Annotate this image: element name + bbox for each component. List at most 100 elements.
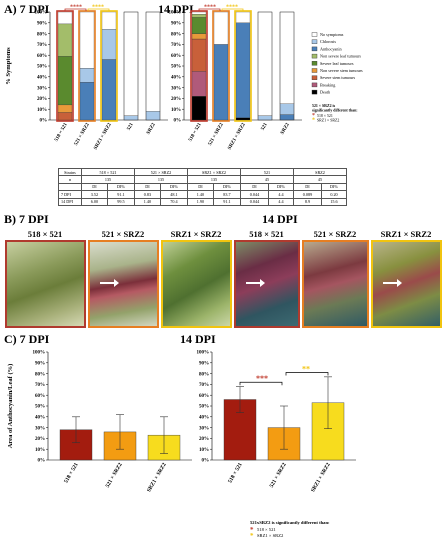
bar-segment xyxy=(101,29,117,60)
table-cell: DI xyxy=(81,182,108,192)
x-tick-label: 521 × SRZ2 xyxy=(269,462,288,489)
table-cell: 4.4 xyxy=(267,190,295,199)
table-cell: 135 xyxy=(81,175,135,184)
x-tick-label: 518 × 521 xyxy=(63,462,80,485)
y-tick-label: 80% xyxy=(35,372,45,377)
bar-outline xyxy=(257,11,273,121)
y-tick-label: 70% xyxy=(171,43,181,48)
x-tick-label: SRZ1 × SRZ2 xyxy=(227,122,246,151)
legend-label: 518 × 521 xyxy=(257,527,276,532)
significance-bracket xyxy=(64,8,87,11)
significance-stars: **** xyxy=(92,5,104,11)
table-cell: 0.044 xyxy=(240,190,269,199)
bar-segment xyxy=(191,71,207,97)
y-tick-label: 90% xyxy=(35,362,45,367)
arrow-icon xyxy=(100,279,119,287)
y-tick-label: 50% xyxy=(35,405,45,410)
plant-photo xyxy=(161,240,232,328)
table-cell: 135 xyxy=(134,175,188,184)
x-tick-label: SRZ1 × SRZ2 xyxy=(146,462,168,494)
legend-swatch xyxy=(311,75,318,80)
table-cell: 3.52 xyxy=(81,190,108,199)
legend-swatch xyxy=(311,32,318,37)
significance-bracket xyxy=(285,372,329,376)
panel-b-14dpi-title: 14 DPI xyxy=(262,212,298,226)
table-cell: 0.089 xyxy=(293,190,322,199)
table-cell: DI% xyxy=(267,182,295,192)
y-tick-label: 10% xyxy=(171,108,181,113)
bar-highlight-border xyxy=(212,10,230,122)
table-cell: 1.90 xyxy=(187,197,214,206)
bar-segment xyxy=(101,11,117,30)
legend-swatch xyxy=(311,39,318,44)
legend-sig-label: SRZ1 × SRZ2 xyxy=(317,118,339,122)
y-tick-label: 60% xyxy=(35,394,45,399)
plant-photo xyxy=(234,240,300,328)
y-tick-label: 50% xyxy=(199,405,209,410)
y-axis-title: % Symptoms xyxy=(5,47,12,85)
y-tick-label: 60% xyxy=(37,54,47,59)
y-tick-label: 50% xyxy=(37,65,47,70)
table-cell: 45 xyxy=(293,175,347,184)
y-tick-label: 40% xyxy=(199,416,209,421)
bar-segment xyxy=(191,33,207,40)
y-tick-label: 70% xyxy=(199,383,209,388)
legend-swatch xyxy=(311,82,318,88)
table-cell: 135 xyxy=(187,175,241,184)
bar-segment xyxy=(191,14,207,18)
table-cell: 521 xyxy=(240,167,294,177)
panel-a-14dpi-title: 14 DPI xyxy=(158,2,194,16)
table-row: 14 DPI 6.00 99.5 1.40 70.4 1.90 91.1 0.044 4.4 8.… xyxy=(58,197,348,206)
y-tick-label: 100% xyxy=(33,351,46,356)
bar-segment xyxy=(235,22,251,118)
panel-a-label: A) 7 DPI xyxy=(4,2,50,16)
legend-label: Breaking xyxy=(320,82,336,87)
table-cell: DI xyxy=(240,182,269,192)
significance-stars: *** xyxy=(256,374,268,383)
plant-photo xyxy=(371,240,442,328)
table-cell: DI% xyxy=(320,182,348,192)
bar-segment xyxy=(279,11,295,104)
table-cell: DI% xyxy=(212,182,242,192)
anthocyanin-bar-chart-7dpi: 0% 10% 20% 30% 40% 50% 60% 70% 80% 90% 100% Area of… xyxy=(7,351,192,494)
x-tick-label: 521 xyxy=(127,122,135,131)
plant-photo xyxy=(88,240,159,328)
stacked-bar-chart-7dpi: 0% 10% 20% 30% 40% 50% 60% 70% 80% 90% 100% % Sympt… xyxy=(5,5,168,151)
legend-swatch xyxy=(311,68,318,73)
y-tick-label: 40% xyxy=(171,76,181,81)
bar-segment xyxy=(257,11,273,116)
x-tick-label: 521 × SRZ2 xyxy=(105,462,124,489)
photo-title: 518 × 521 xyxy=(27,229,63,239)
y-tick-label: 90% xyxy=(199,362,209,367)
table-cell: 1.40 xyxy=(187,190,214,199)
table-cell: Strains xyxy=(58,167,82,177)
table-cell: DI xyxy=(187,182,214,192)
significance-stars: **** xyxy=(70,5,82,11)
photo-title: SRZ1 × SRZ2 xyxy=(170,229,222,239)
table-cell: 91.1 xyxy=(106,190,136,199)
table-cell: n xyxy=(58,175,82,184)
legend-label: Non severe stem tumours xyxy=(320,68,363,73)
bar-segment xyxy=(79,82,95,121)
arrow-icon xyxy=(246,279,265,287)
bar-segment xyxy=(235,117,251,121)
legend-label: Non severe leaf tumours xyxy=(320,54,361,59)
y-tick-label: 20% xyxy=(37,97,47,102)
y-tick-label: 60% xyxy=(199,394,209,399)
legend-star: * xyxy=(312,113,315,119)
x-tick-label: 518 × 521 xyxy=(188,122,203,143)
legend-label: Anthocyanin xyxy=(320,46,343,51)
arrow-icon xyxy=(383,279,402,287)
y-tick-label: 10% xyxy=(199,448,209,453)
plant-photo xyxy=(5,240,86,328)
y-tick-label: 0% xyxy=(38,459,46,464)
legend-sig-label: 518 × 521 xyxy=(317,114,333,118)
bar-segment xyxy=(101,59,117,121)
x-tick-label: 521 × SRZ2 xyxy=(208,122,225,147)
panel-c-14dpi-title: 14 DPI xyxy=(180,332,216,346)
y-tick-label: 20% xyxy=(35,437,45,442)
bar-segment xyxy=(123,115,139,121)
legend-swatch xyxy=(311,53,318,59)
table-cell: DI xyxy=(134,182,161,192)
y-tick-label: 70% xyxy=(35,383,45,388)
